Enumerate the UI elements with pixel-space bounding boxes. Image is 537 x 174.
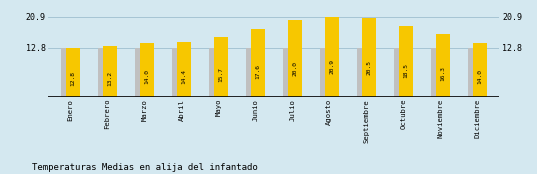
Bar [103,46,117,97]
Bar [357,48,371,97]
Bar [283,48,297,97]
Bar [98,48,112,97]
Bar [468,48,482,97]
Bar [140,43,154,97]
Bar [172,48,186,97]
Text: Temperaturas Medias en alija del infantado: Temperaturas Medias en alija del infanta… [32,163,258,172]
Bar [135,48,149,97]
Text: 13.2: 13.2 [107,70,112,86]
Text: 20.9: 20.9 [329,59,334,74]
Text: 15.7: 15.7 [219,67,223,82]
Text: 20.0: 20.0 [292,61,297,76]
Text: 16.3: 16.3 [440,66,445,81]
Bar [61,48,75,97]
Text: 14.0: 14.0 [144,69,149,84]
Bar [362,18,376,97]
Bar [288,20,302,97]
Bar [251,29,265,97]
Bar [436,34,449,97]
Bar [214,37,228,97]
Bar [431,48,445,97]
Text: 20.5: 20.5 [366,60,371,75]
Text: 12.8: 12.8 [70,71,75,86]
Bar [246,48,260,97]
Bar [177,42,191,97]
Text: 14.4: 14.4 [182,69,186,84]
Bar [320,48,334,97]
Text: 18.5: 18.5 [403,63,408,78]
Text: 14.0: 14.0 [477,69,482,84]
Bar [473,43,487,97]
Text: 17.6: 17.6 [255,64,260,79]
Bar [398,26,413,97]
Bar [209,48,223,97]
Bar [394,48,408,97]
Bar [325,17,339,97]
Bar [66,48,80,97]
